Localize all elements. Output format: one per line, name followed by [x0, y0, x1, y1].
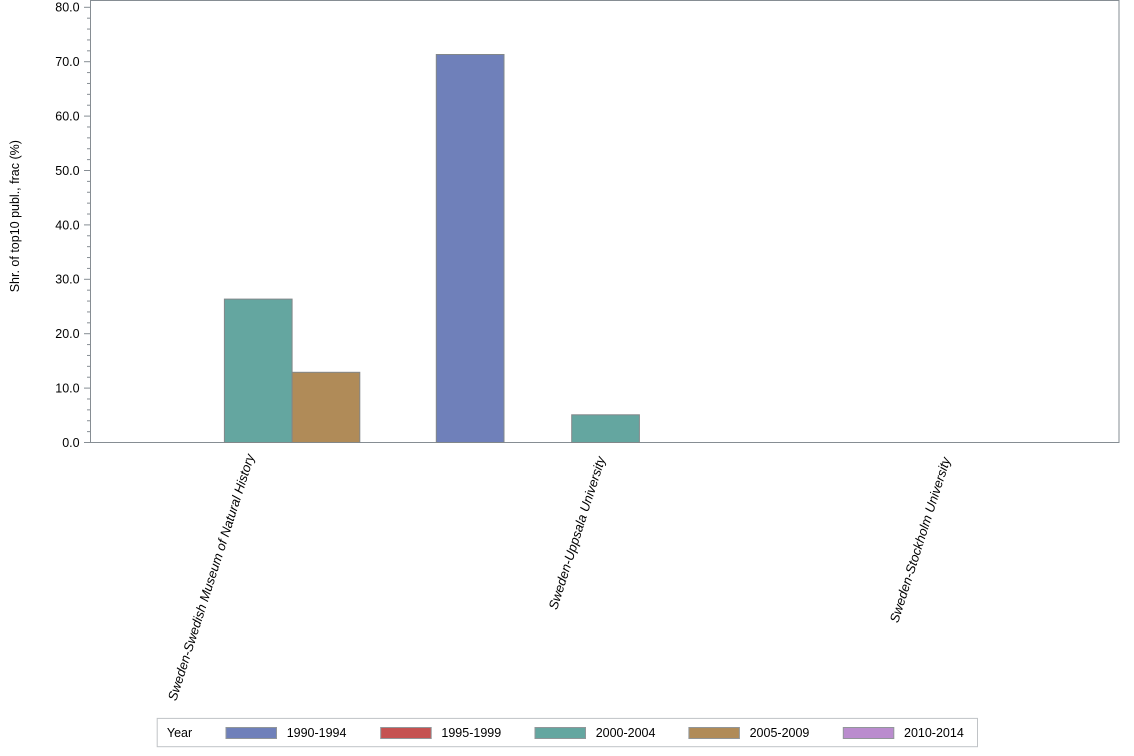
svg-text:60.0: 60.0 [55, 110, 79, 124]
svg-text:50.0: 50.0 [55, 164, 79, 178]
svg-text:20.0: 20.0 [55, 327, 79, 341]
svg-text:Shr. of top10 publ., frac (%): Shr. of top10 publ., frac (%) [8, 140, 22, 292]
svg-text:0.0: 0.0 [62, 436, 79, 450]
svg-text:1990-1994: 1990-1994 [287, 726, 347, 740]
svg-text:10.0: 10.0 [55, 382, 79, 396]
svg-text:Year: Year [167, 726, 192, 740]
svg-text:80.0: 80.0 [55, 1, 79, 15]
svg-text:2010-2014: 2010-2014 [904, 726, 964, 740]
svg-text:70.0: 70.0 [55, 55, 79, 69]
svg-text:1995-1999: 1995-1999 [441, 726, 501, 740]
svg-text:40.0: 40.0 [55, 218, 79, 232]
svg-text:2000-2004: 2000-2004 [596, 726, 656, 740]
svg-text:30.0: 30.0 [55, 273, 79, 287]
svg-text:2005-2009: 2005-2009 [750, 726, 810, 740]
